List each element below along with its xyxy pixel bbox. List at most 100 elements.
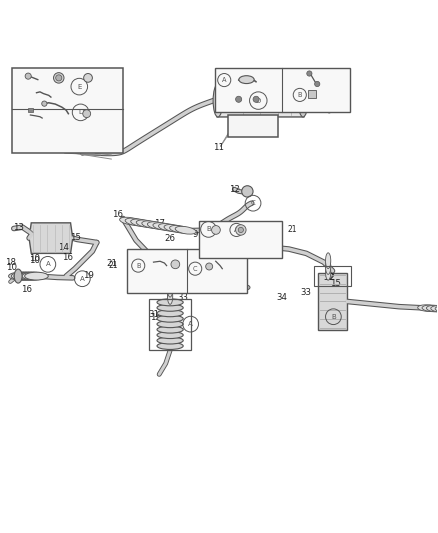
Ellipse shape: [157, 321, 183, 328]
Ellipse shape: [136, 220, 157, 228]
Text: 26: 26: [165, 233, 176, 243]
Text: A: A: [188, 321, 193, 327]
Ellipse shape: [325, 264, 331, 280]
Ellipse shape: [159, 224, 180, 231]
Bar: [307, 90, 316, 99]
Ellipse shape: [157, 332, 183, 338]
Ellipse shape: [167, 281, 173, 297]
Ellipse shape: [22, 272, 46, 280]
Text: 24: 24: [128, 279, 138, 288]
Text: 35: 35: [250, 69, 260, 78]
Text: 5: 5: [115, 122, 120, 131]
Bar: [127, 249, 247, 293]
Ellipse shape: [325, 259, 331, 274]
Text: 21: 21: [287, 225, 297, 235]
Bar: [314, 266, 351, 286]
Ellipse shape: [157, 343, 183, 350]
Text: 39: 39: [254, 99, 263, 108]
Bar: [28, 108, 33, 111]
Text: 7: 7: [25, 108, 31, 117]
Text: 15: 15: [70, 233, 81, 242]
Text: 4: 4: [178, 264, 183, 273]
Ellipse shape: [325, 88, 334, 113]
Polygon shape: [318, 273, 347, 330]
Ellipse shape: [19, 272, 43, 280]
Text: 21: 21: [106, 259, 117, 268]
Ellipse shape: [25, 272, 48, 280]
Text: A: A: [222, 77, 226, 83]
Ellipse shape: [170, 225, 191, 233]
Text: 33: 33: [300, 288, 311, 297]
Ellipse shape: [298, 84, 308, 117]
Circle shape: [42, 101, 47, 106]
Ellipse shape: [120, 217, 141, 225]
Ellipse shape: [167, 289, 173, 304]
Text: 9: 9: [192, 230, 198, 239]
Text: 12: 12: [229, 185, 240, 194]
Ellipse shape: [17, 272, 40, 280]
Polygon shape: [214, 84, 307, 117]
Circle shape: [238, 227, 244, 232]
Bar: [215, 68, 350, 111]
Text: 23: 23: [170, 255, 180, 264]
Text: 33: 33: [178, 294, 189, 302]
Ellipse shape: [157, 315, 183, 322]
Text: 37: 37: [235, 98, 245, 107]
Ellipse shape: [213, 84, 223, 117]
Ellipse shape: [422, 305, 438, 312]
Text: 10: 10: [29, 254, 40, 263]
Text: 9: 9: [84, 131, 89, 140]
Text: 10: 10: [29, 256, 40, 265]
Ellipse shape: [157, 310, 183, 317]
Circle shape: [236, 225, 246, 235]
Circle shape: [314, 82, 320, 87]
Circle shape: [206, 263, 213, 270]
Ellipse shape: [157, 304, 183, 311]
Bar: [228, 115, 278, 136]
Ellipse shape: [9, 272, 32, 280]
Text: 25: 25: [243, 240, 252, 249]
Ellipse shape: [125, 218, 146, 226]
Text: 16: 16: [62, 253, 73, 262]
Text: A: A: [80, 276, 85, 282]
Text: 10: 10: [105, 129, 116, 138]
Circle shape: [307, 71, 312, 76]
Text: 9: 9: [157, 280, 162, 289]
Text: 11: 11: [213, 143, 225, 152]
Circle shape: [53, 72, 64, 83]
Ellipse shape: [157, 299, 183, 306]
Ellipse shape: [131, 219, 152, 227]
Text: 20: 20: [23, 104, 33, 113]
Text: 10: 10: [6, 263, 17, 272]
Text: 7: 7: [216, 255, 221, 264]
Circle shape: [84, 74, 92, 82]
Text: 21: 21: [109, 261, 118, 270]
Circle shape: [56, 75, 62, 81]
Ellipse shape: [14, 269, 22, 283]
Circle shape: [83, 110, 91, 118]
Text: C: C: [193, 265, 198, 272]
Text: 37: 37: [314, 68, 324, 77]
Text: 22: 22: [151, 255, 160, 264]
Text: 15: 15: [331, 279, 342, 288]
Text: 16: 16: [112, 211, 123, 220]
Text: 1: 1: [23, 68, 28, 77]
Text: 6: 6: [71, 101, 76, 110]
Circle shape: [212, 225, 220, 235]
Text: C: C: [251, 200, 255, 206]
Ellipse shape: [157, 326, 183, 333]
Circle shape: [242, 185, 253, 197]
Text: B: B: [136, 263, 141, 269]
Text: 8: 8: [197, 265, 202, 274]
Text: 30: 30: [237, 221, 247, 230]
Text: 16: 16: [21, 285, 32, 294]
Ellipse shape: [11, 272, 35, 280]
Text: 36: 36: [312, 91, 322, 100]
Text: 8: 8: [84, 104, 89, 113]
Circle shape: [171, 260, 180, 269]
Text: 18: 18: [5, 257, 16, 266]
Text: 9: 9: [199, 279, 204, 288]
Ellipse shape: [427, 305, 438, 312]
Text: 2: 2: [56, 68, 61, 77]
Ellipse shape: [418, 305, 437, 311]
